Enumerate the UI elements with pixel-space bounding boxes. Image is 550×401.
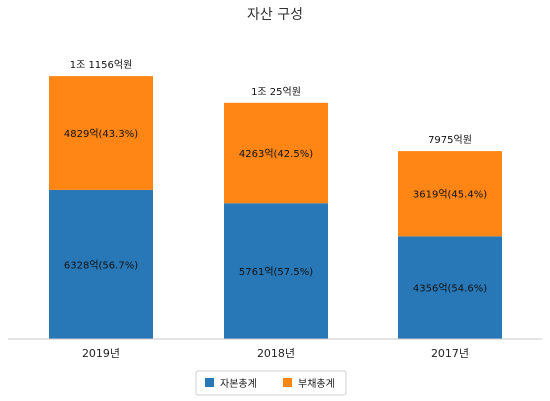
bars-layer: 6328억(56.7%) 4829억(43.3%) 1조 1156억원 2019년 57…	[49, 59, 502, 360]
data-label-liabilities-2: 3619억(45.4%)	[413, 189, 487, 201]
x-tick-label-1: 2018년	[257, 347, 295, 360]
legend: 자본총계 부채총계	[195, 370, 347, 396]
chart-title: 자산 구성	[247, 7, 303, 23]
bar-segment-liabilities-1	[224, 102, 328, 204]
data-label-liabilities-0: 4829억(43.3%)	[64, 128, 138, 140]
data-label-equity-0: 6328억(56.7%)	[64, 259, 138, 271]
total-label-0: 1조 1156억원	[70, 59, 133, 71]
total-label-1: 1조 25억원	[251, 86, 301, 98]
legend-box	[195, 370, 347, 396]
bar-segment-equity-1	[224, 203, 328, 339]
legend-swatch-liabilities	[283, 378, 292, 387]
bar-segment-liabilities-0	[49, 76, 153, 190]
x-tick-label-0: 2019년	[82, 347, 120, 360]
legend-label-equity: 자본총계	[220, 378, 257, 390]
data-label-equity-2: 4356억(54.6%)	[413, 283, 487, 295]
total-label-2: 7975억원	[428, 134, 472, 146]
bar-segment-equity-2	[398, 236, 502, 339]
bar-segment-equity-0	[49, 189, 153, 339]
legend-swatch-equity	[205, 378, 214, 387]
data-label-equity-1: 5761억(57.5%)	[239, 266, 313, 278]
data-label-liabilities-1: 4263억(42.5%)	[239, 148, 313, 160]
bar-segment-liabilities-2	[398, 151, 502, 237]
legend-label-liabilities: 부채총계	[298, 378, 335, 390]
x-tick-label-2: 2017년	[431, 347, 469, 360]
